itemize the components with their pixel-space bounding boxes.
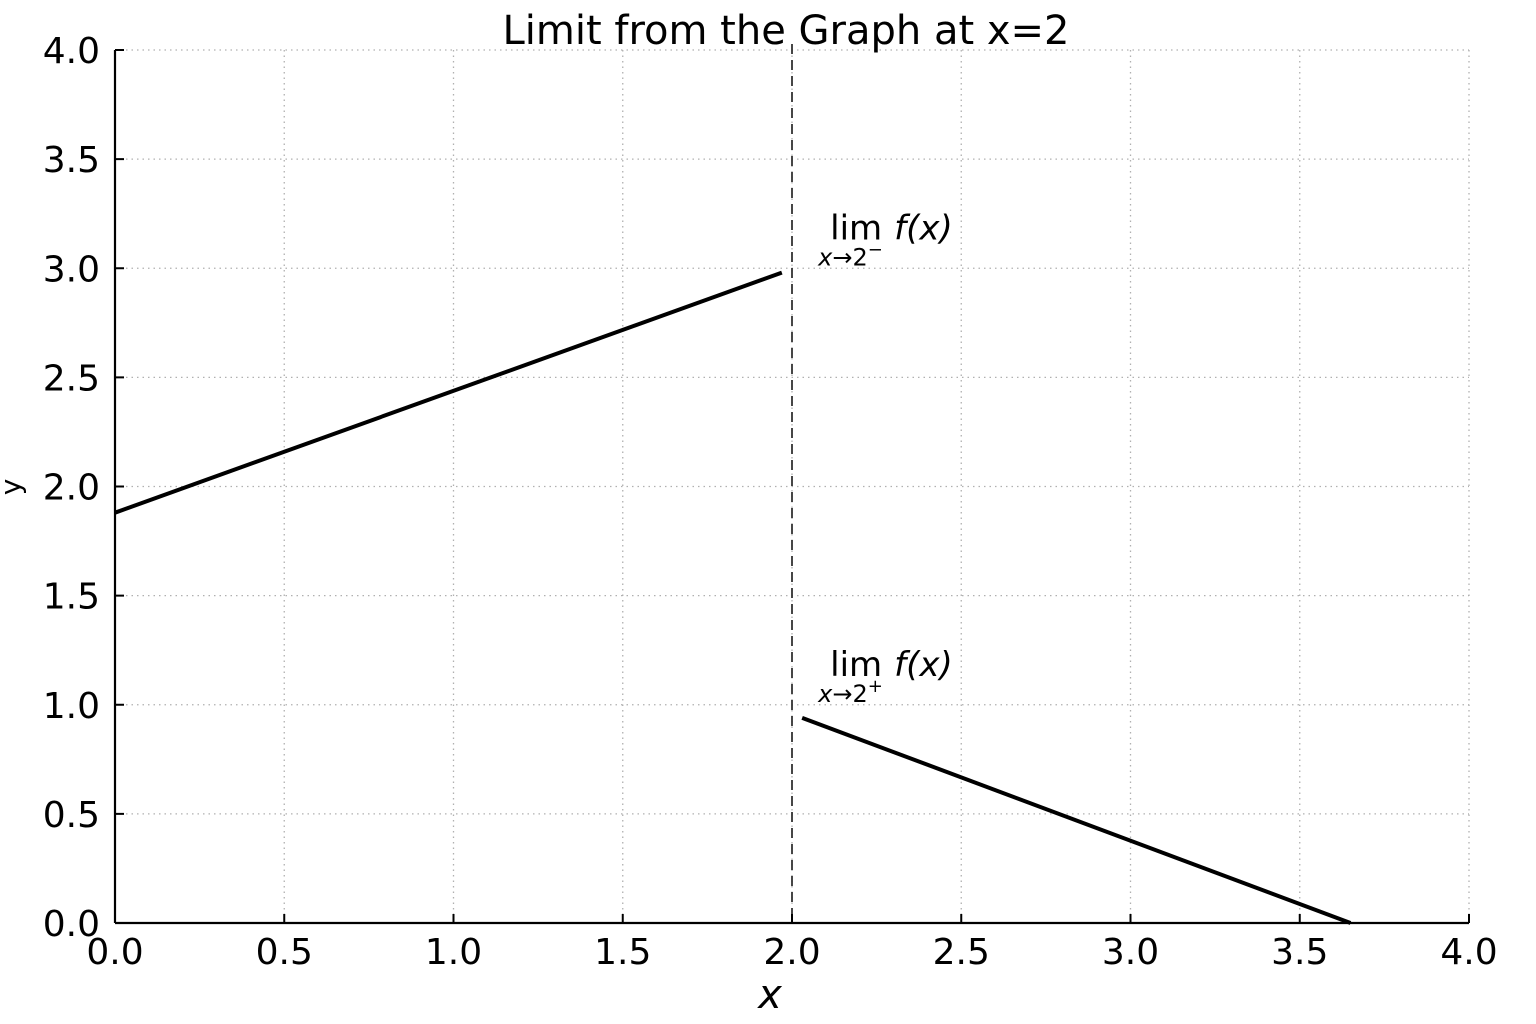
- right-limit-annotation: lim f(x) x→2+: [817, 645, 953, 708]
- x-tick-label: 3.0: [1102, 932, 1159, 973]
- x-tick-label: 2.5: [933, 932, 990, 973]
- y-tick-label: 1.0: [43, 686, 100, 727]
- x-tick-label: 2.0: [763, 932, 820, 973]
- left-limit-annotation: lim f(x) x→2−: [817, 208, 953, 271]
- annotations: lim f(x)x→2−lim f(x)x→2+: [817, 208, 953, 708]
- y-tick-label: 0.5: [43, 795, 100, 836]
- y-tick-label: 2.5: [43, 358, 100, 399]
- y-tick-label: 3.5: [43, 140, 100, 181]
- limit-operator: lim: [830, 208, 882, 248]
- limit-function: f(x): [894, 208, 953, 248]
- right-branch-line: [801, 715, 1352, 925]
- series-group: [114, 270, 1352, 925]
- y-tick-label: 4.0: [43, 31, 100, 72]
- y-axis-label: y: [0, 479, 27, 496]
- y-tick-label: 2.0: [43, 468, 100, 509]
- y-tick-label: 1.5: [43, 577, 100, 618]
- x-tick-label: 0.5: [256, 932, 313, 973]
- limit-subscript: x→2+: [817, 676, 883, 708]
- x-ticks: 0.0 0.5 1.0 1.5 2.0 2.5 3.0 3.5 4.0: [86, 914, 1498, 973]
- x-tick-label: 1.5: [594, 932, 651, 973]
- x-tick-label: 3.5: [1271, 932, 1328, 973]
- left-branch-line: [114, 270, 783, 515]
- x-tick-label: 0.0: [86, 932, 143, 973]
- limit-subscript: x→2−: [817, 239, 883, 271]
- limit-function: f(x): [894, 645, 953, 685]
- x-axis-label: x: [756, 972, 782, 1018]
- chart-title: Limit from the Graph at x=2: [503, 8, 1070, 54]
- y-tick-label: 0.0: [43, 904, 100, 945]
- x-tick-label: 4.0: [1440, 932, 1497, 973]
- y-ticks: 0.0 0.5 1.0 1.5 2.0 2.5 3.0 3.5 4.0: [43, 31, 124, 945]
- y-tick-label: 3.0: [43, 249, 100, 290]
- x-tick-label: 1.0: [425, 932, 482, 973]
- limit-operator: lim: [830, 645, 882, 685]
